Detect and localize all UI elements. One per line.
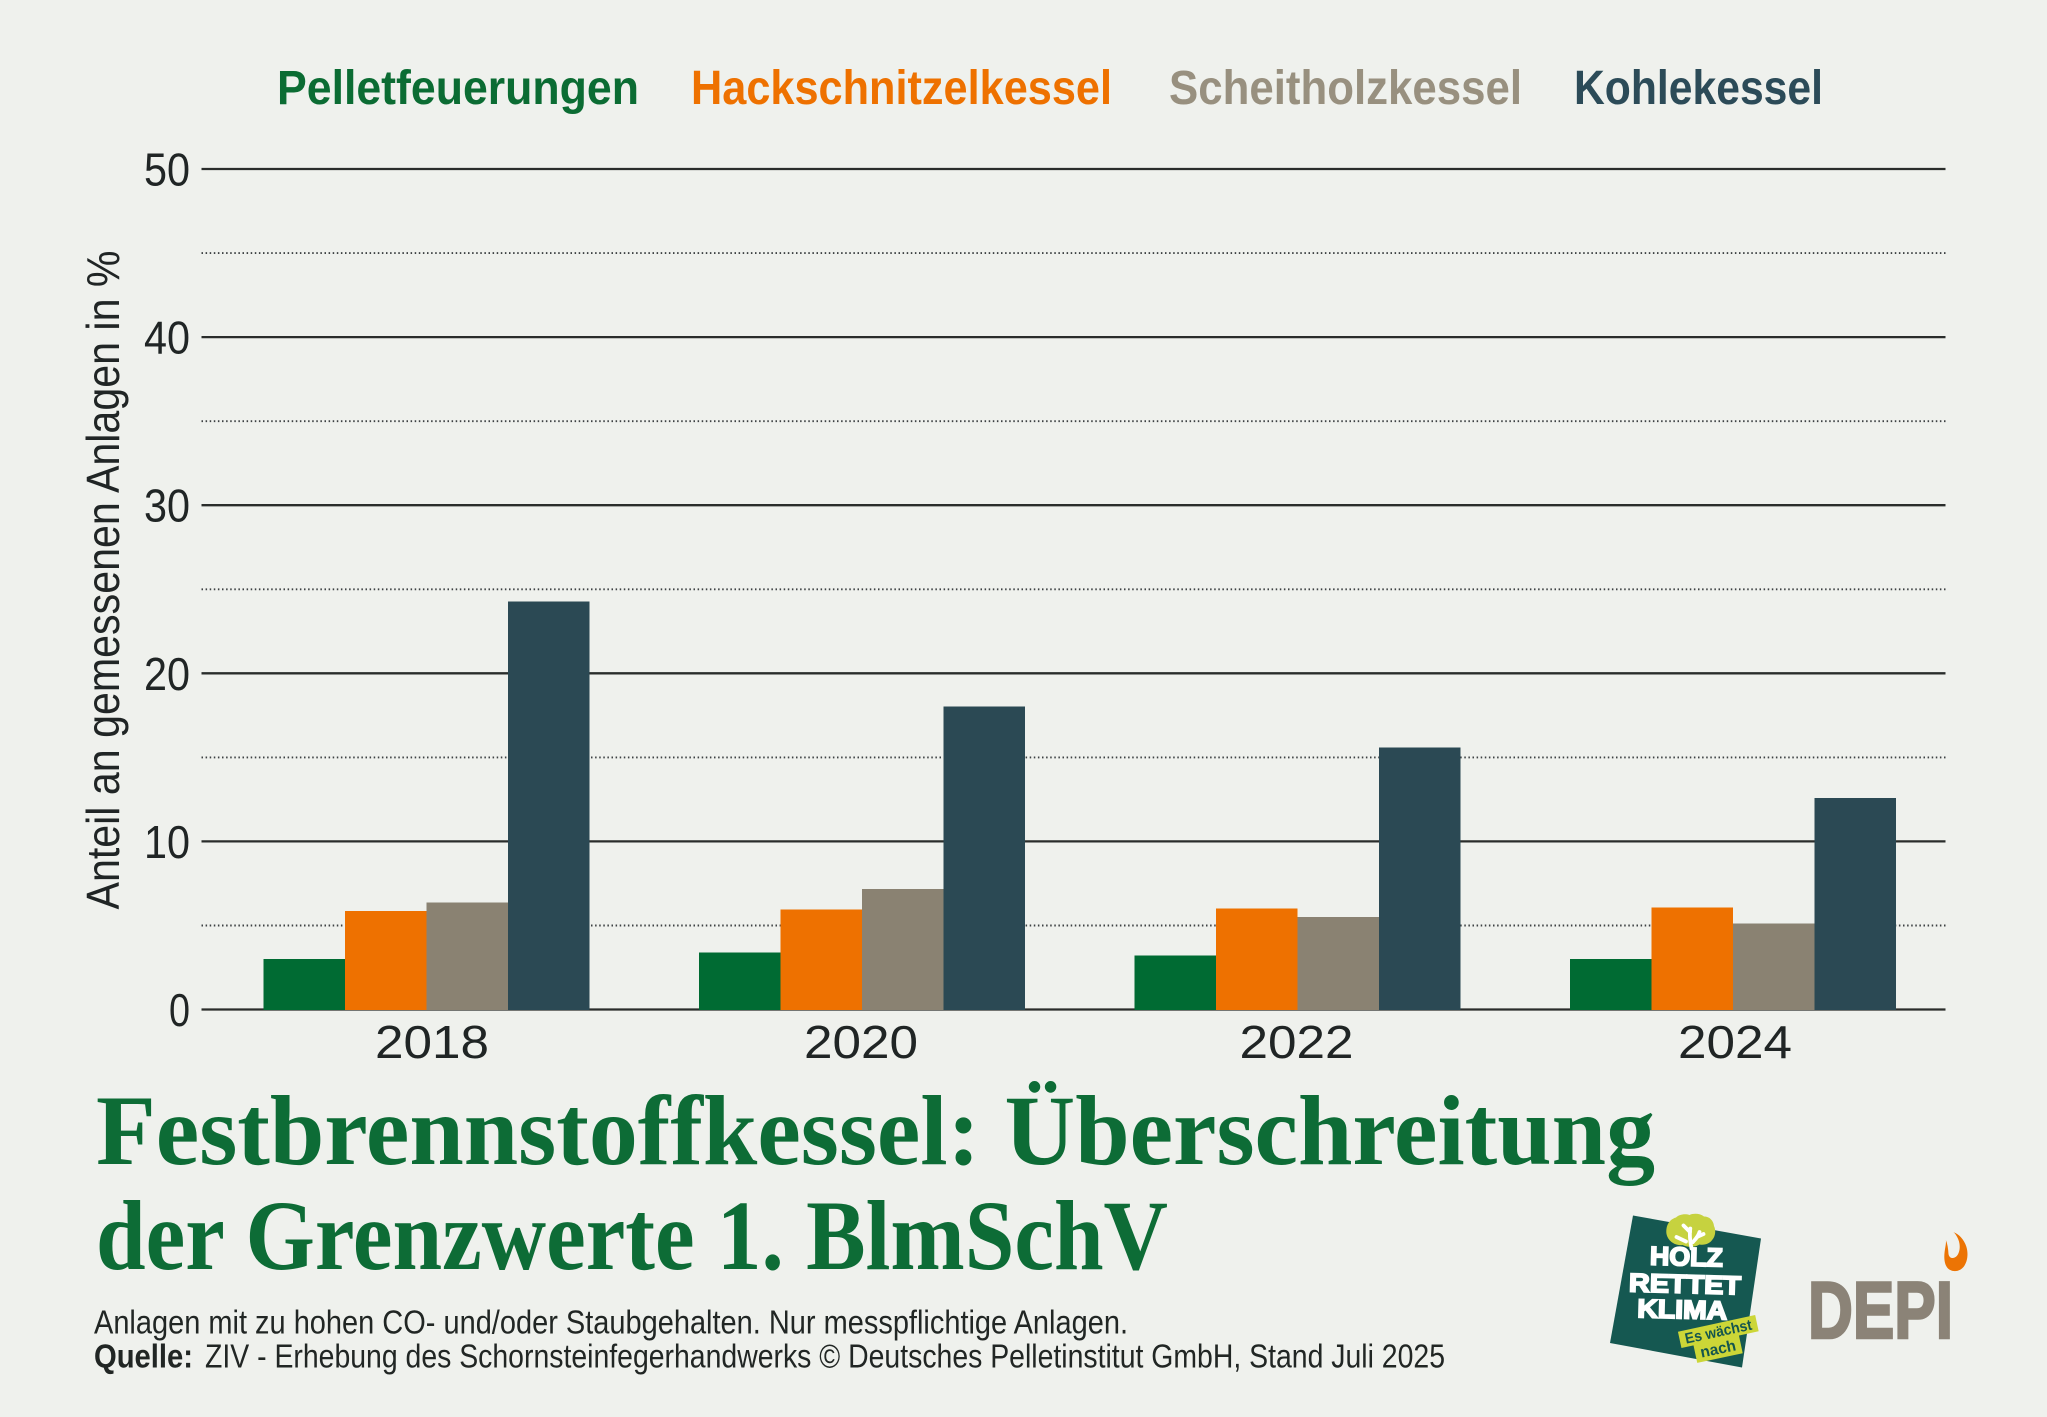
svg-text:2022: 2022 [1240, 1016, 1354, 1068]
svg-text:HOLZ: HOLZ [1650, 1241, 1724, 1273]
svg-text:DEPI: DEPI [1808, 1266, 1953, 1356]
svg-text:2020: 2020 [804, 1016, 918, 1068]
svg-text:Anlagen mit zu hohen CO- und/o: Anlagen mit zu hohen CO- und/oder Staubg… [94, 1304, 1128, 1341]
svg-text:Scheitholzkessel: Scheitholzkessel [1169, 62, 1522, 115]
svg-text:Pelletfeuerungen: Pelletfeuerungen [277, 62, 639, 115]
svg-text:Anteil an gemessenen Anlagen i: Anteil an gemessenen Anlagen in % [77, 251, 129, 910]
svg-text:Festbrennstoffkessel: Überschr: Festbrennstoffkessel: Überschreitung [96, 1075, 1655, 1186]
svg-text:50: 50 [144, 144, 190, 196]
svg-text:KLIMA: KLIMA [1637, 1293, 1728, 1325]
svg-text:30: 30 [144, 480, 190, 532]
svg-text:RETTET: RETTET [1629, 1268, 1742, 1301]
svg-text:ZIV - Erhebung des Schornstein: ZIV - Erhebung des Schornsteinfegerhandw… [205, 1338, 1445, 1375]
svg-text:Kohlekessel: Kohlekessel [1574, 62, 1823, 115]
svg-text:0: 0 [169, 984, 190, 1036]
svg-text:der Grenzwerte 1. BlmSchV: der Grenzwerte 1. BlmSchV [96, 1180, 1168, 1291]
svg-text:40: 40 [144, 312, 190, 364]
svg-text:2024: 2024 [1678, 1016, 1792, 1068]
svg-text:2018: 2018 [375, 1016, 489, 1068]
svg-text:10: 10 [144, 816, 190, 868]
svg-text:Quelle:: Quelle: [94, 1338, 193, 1375]
svg-text:Hackschnitzelkessel: Hackschnitzelkessel [691, 62, 1112, 115]
svg-text:20: 20 [144, 648, 190, 700]
